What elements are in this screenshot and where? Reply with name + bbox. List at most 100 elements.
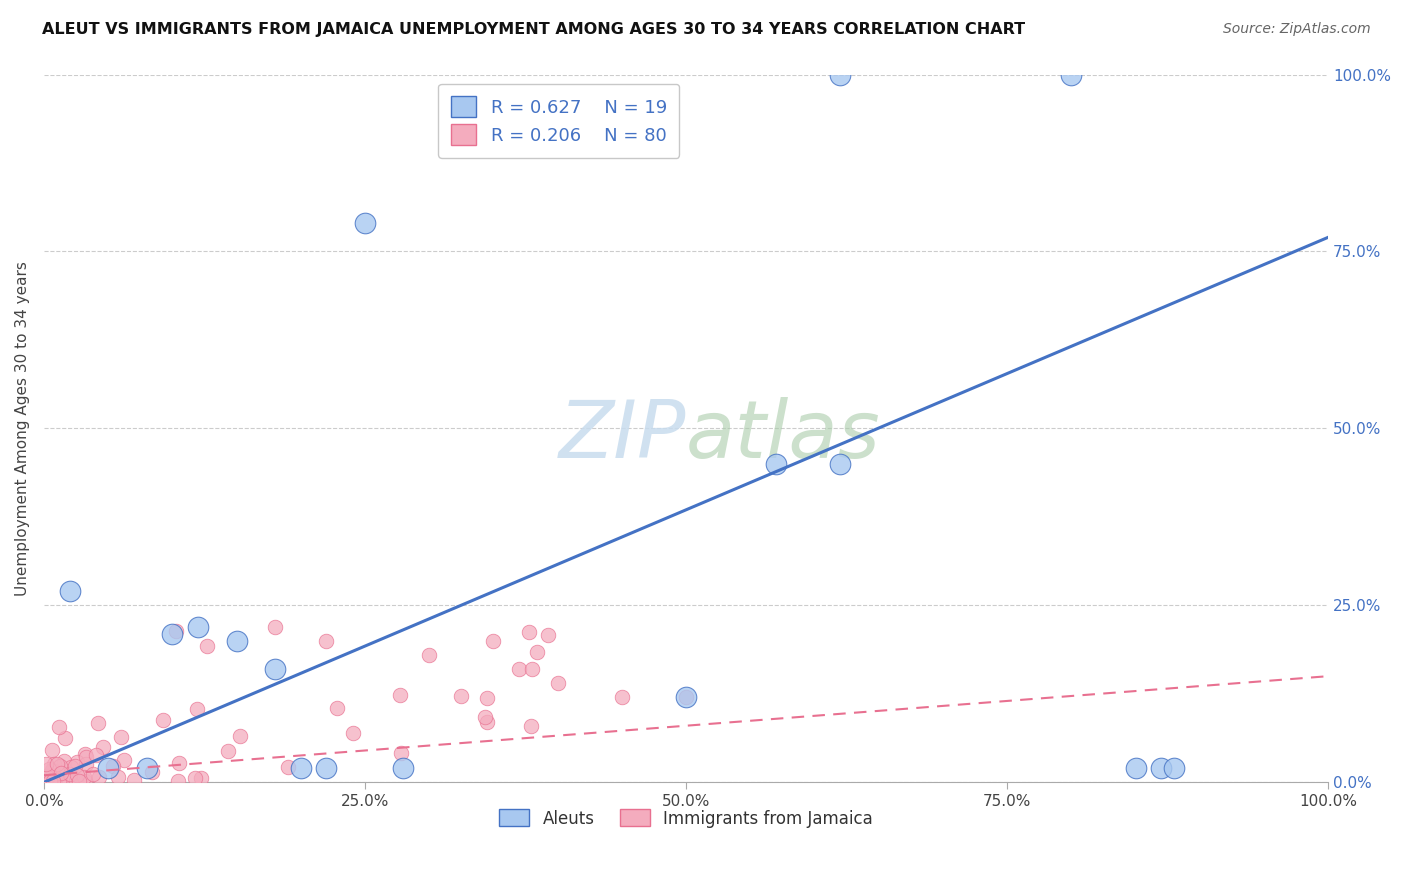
Point bbox=[89, 770, 111, 784]
Point bbox=[475, 690, 498, 705]
Point bbox=[42, 771, 65, 785]
Point bbox=[49, 766, 72, 780]
Point bbox=[135, 761, 157, 775]
Point bbox=[830, 457, 852, 471]
Point bbox=[112, 753, 135, 767]
Point bbox=[87, 716, 110, 731]
Point bbox=[48, 773, 70, 788]
Point bbox=[35, 770, 58, 784]
Point bbox=[60, 760, 83, 774]
Point bbox=[44, 770, 66, 784]
Point bbox=[53, 731, 76, 745]
Point bbox=[610, 690, 633, 705]
Point bbox=[537, 628, 560, 642]
Point bbox=[190, 772, 212, 786]
Point bbox=[38, 773, 60, 788]
Point bbox=[97, 761, 120, 775]
Point bbox=[290, 761, 312, 775]
Point bbox=[124, 772, 146, 787]
Point bbox=[73, 747, 96, 761]
Point bbox=[69, 773, 91, 788]
Point bbox=[42, 756, 65, 771]
Point bbox=[519, 624, 541, 639]
Point bbox=[508, 662, 530, 676]
Point bbox=[186, 702, 208, 716]
Point bbox=[187, 619, 209, 633]
Point bbox=[166, 773, 188, 788]
Point bbox=[162, 626, 184, 640]
Point bbox=[167, 756, 190, 771]
Point bbox=[277, 760, 299, 774]
Point bbox=[63, 759, 86, 773]
Point bbox=[41, 743, 63, 757]
Point bbox=[418, 648, 440, 662]
Point bbox=[152, 714, 174, 728]
Point bbox=[354, 216, 377, 230]
Point bbox=[675, 690, 697, 705]
Point bbox=[49, 758, 72, 772]
Point bbox=[547, 676, 569, 690]
Point bbox=[217, 744, 239, 758]
Point bbox=[42, 765, 65, 780]
Point bbox=[675, 690, 697, 705]
Y-axis label: Unemployment Among Ages 30 to 34 years: Unemployment Among Ages 30 to 34 years bbox=[15, 261, 30, 596]
Point bbox=[101, 758, 124, 772]
Point bbox=[1125, 761, 1147, 775]
Point bbox=[315, 761, 337, 775]
Point bbox=[49, 773, 72, 788]
Point bbox=[82, 766, 104, 780]
Point bbox=[315, 633, 337, 648]
Point bbox=[35, 773, 58, 788]
Point bbox=[1150, 761, 1173, 775]
Point bbox=[75, 773, 97, 788]
Text: ALEUT VS IMMIGRANTS FROM JAMAICA UNEMPLOYMENT AMONG AGES 30 TO 34 YEARS CORRELAT: ALEUT VS IMMIGRANTS FROM JAMAICA UNEMPLO… bbox=[42, 22, 1025, 37]
Point bbox=[107, 770, 129, 784]
Point bbox=[35, 757, 58, 772]
Point bbox=[264, 619, 287, 633]
Point bbox=[91, 739, 114, 754]
Point bbox=[66, 755, 89, 769]
Point bbox=[184, 771, 207, 785]
Point bbox=[75, 756, 97, 771]
Point bbox=[326, 700, 349, 714]
Point bbox=[66, 768, 89, 782]
Point bbox=[229, 729, 252, 743]
Point bbox=[75, 750, 97, 764]
Point bbox=[389, 746, 412, 760]
Point bbox=[342, 725, 364, 739]
Point bbox=[1163, 761, 1185, 775]
Point bbox=[41, 763, 63, 777]
Point bbox=[58, 773, 80, 788]
Point bbox=[765, 457, 787, 471]
Point bbox=[450, 689, 472, 703]
Point bbox=[475, 715, 498, 730]
Text: ZIP: ZIP bbox=[558, 397, 686, 475]
Point bbox=[392, 761, 415, 775]
Point bbox=[41, 764, 63, 778]
Point bbox=[520, 718, 543, 732]
Point bbox=[110, 730, 132, 744]
Point bbox=[42, 773, 65, 788]
Point bbox=[53, 754, 76, 768]
Point bbox=[141, 764, 163, 779]
Point bbox=[830, 68, 852, 82]
Point bbox=[73, 770, 96, 784]
Text: atlas: atlas bbox=[686, 397, 880, 475]
Point bbox=[35, 773, 58, 788]
Point bbox=[1060, 68, 1083, 82]
Point bbox=[84, 747, 107, 762]
Point bbox=[38, 763, 60, 777]
Text: Source: ZipAtlas.com: Source: ZipAtlas.com bbox=[1223, 22, 1371, 37]
Point bbox=[46, 756, 69, 771]
Point bbox=[39, 772, 62, 787]
Point bbox=[520, 662, 543, 676]
Point bbox=[526, 645, 548, 659]
Point bbox=[474, 709, 496, 723]
Point bbox=[264, 662, 287, 676]
Point bbox=[195, 640, 218, 654]
Point bbox=[65, 773, 87, 788]
Point bbox=[58, 584, 80, 599]
Point bbox=[48, 720, 70, 734]
Point bbox=[165, 624, 187, 638]
Point bbox=[225, 633, 247, 648]
